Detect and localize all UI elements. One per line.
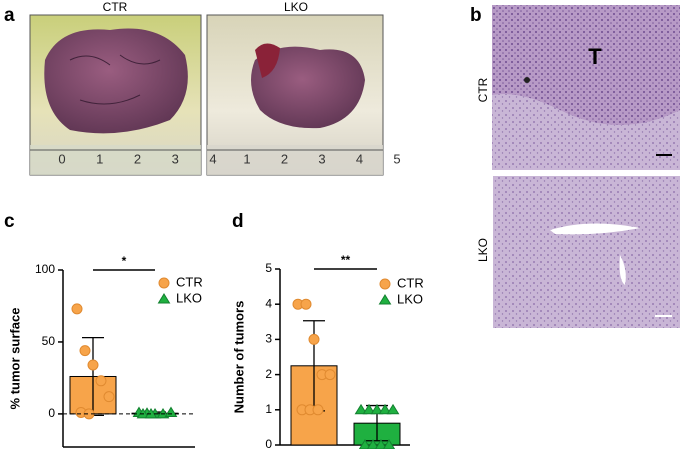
y-tick-label: 4 (265, 296, 272, 310)
ruler-number: 4 (209, 151, 216, 166)
panel-label: c (4, 211, 15, 232)
y-tick-label: 2 (265, 367, 272, 381)
y-tick-label: 5 (265, 261, 272, 275)
data-point (374, 439, 388, 449)
data-point (144, 407, 158, 419)
ruler-number: 0 (58, 151, 65, 166)
data-point (71, 303, 83, 315)
ruler-number: 4 (356, 151, 363, 166)
ruler-number: 5 (393, 151, 400, 166)
image-label: LKO (476, 238, 490, 262)
y-tick-label: 3 (265, 332, 272, 346)
significance: * (122, 254, 127, 268)
legend-marker (379, 278, 391, 290)
data-point (95, 375, 107, 387)
ruler-number: 3 (172, 151, 179, 166)
legend-label: CTR (397, 275, 424, 290)
histology-image (493, 176, 680, 328)
photo (29, 14, 202, 176)
ruler-number: 1 (96, 151, 103, 166)
histology-image (492, 5, 680, 170)
ruler-number: 1 (243, 151, 250, 166)
data-point (362, 403, 376, 415)
y-tick-label: 1 (265, 402, 272, 416)
data-point (312, 404, 324, 416)
data-point (354, 403, 368, 415)
panel-label: b (470, 5, 482, 26)
photo-label: CTR (103, 0, 128, 14)
data-point (308, 333, 320, 345)
ruler-number: 2 (134, 151, 141, 166)
data-point (358, 439, 372, 449)
data-point (136, 407, 150, 419)
data-point (79, 345, 91, 357)
y-axis-label: % tumor surface (7, 308, 22, 410)
legend-label: LKO (176, 290, 202, 305)
data-point (366, 439, 380, 449)
legend-label: CTR (176, 274, 203, 289)
ruler-number: 2 (281, 151, 288, 166)
data-point (103, 391, 115, 403)
data-point (164, 406, 178, 417)
data-point (324, 369, 336, 381)
legend-marker (158, 277, 170, 289)
panel-label: d (232, 211, 244, 232)
data-point (378, 403, 392, 415)
photo-label: LKO (284, 0, 308, 14)
panel-label: a (4, 5, 15, 26)
legend-label: LKO (397, 291, 423, 306)
legend-marker (378, 294, 392, 305)
data-point (386, 403, 400, 415)
y-tick-label: 100 (35, 262, 55, 276)
data-point (370, 403, 384, 415)
data-point (300, 298, 312, 310)
y-axis-label: Number of tumors (231, 301, 246, 414)
y-tick-label: 0 (48, 406, 55, 420)
ruler-number: 3 (318, 151, 325, 166)
annotation: T (588, 44, 602, 69)
data-point (87, 359, 99, 371)
y-tick-label: 0 (265, 437, 272, 449)
data-point (382, 439, 396, 449)
legend-marker (157, 293, 171, 304)
photo (206, 14, 384, 176)
image-label: CTR (476, 77, 490, 102)
significance: ** (341, 253, 351, 267)
y-tick-label: 50 (42, 334, 56, 348)
